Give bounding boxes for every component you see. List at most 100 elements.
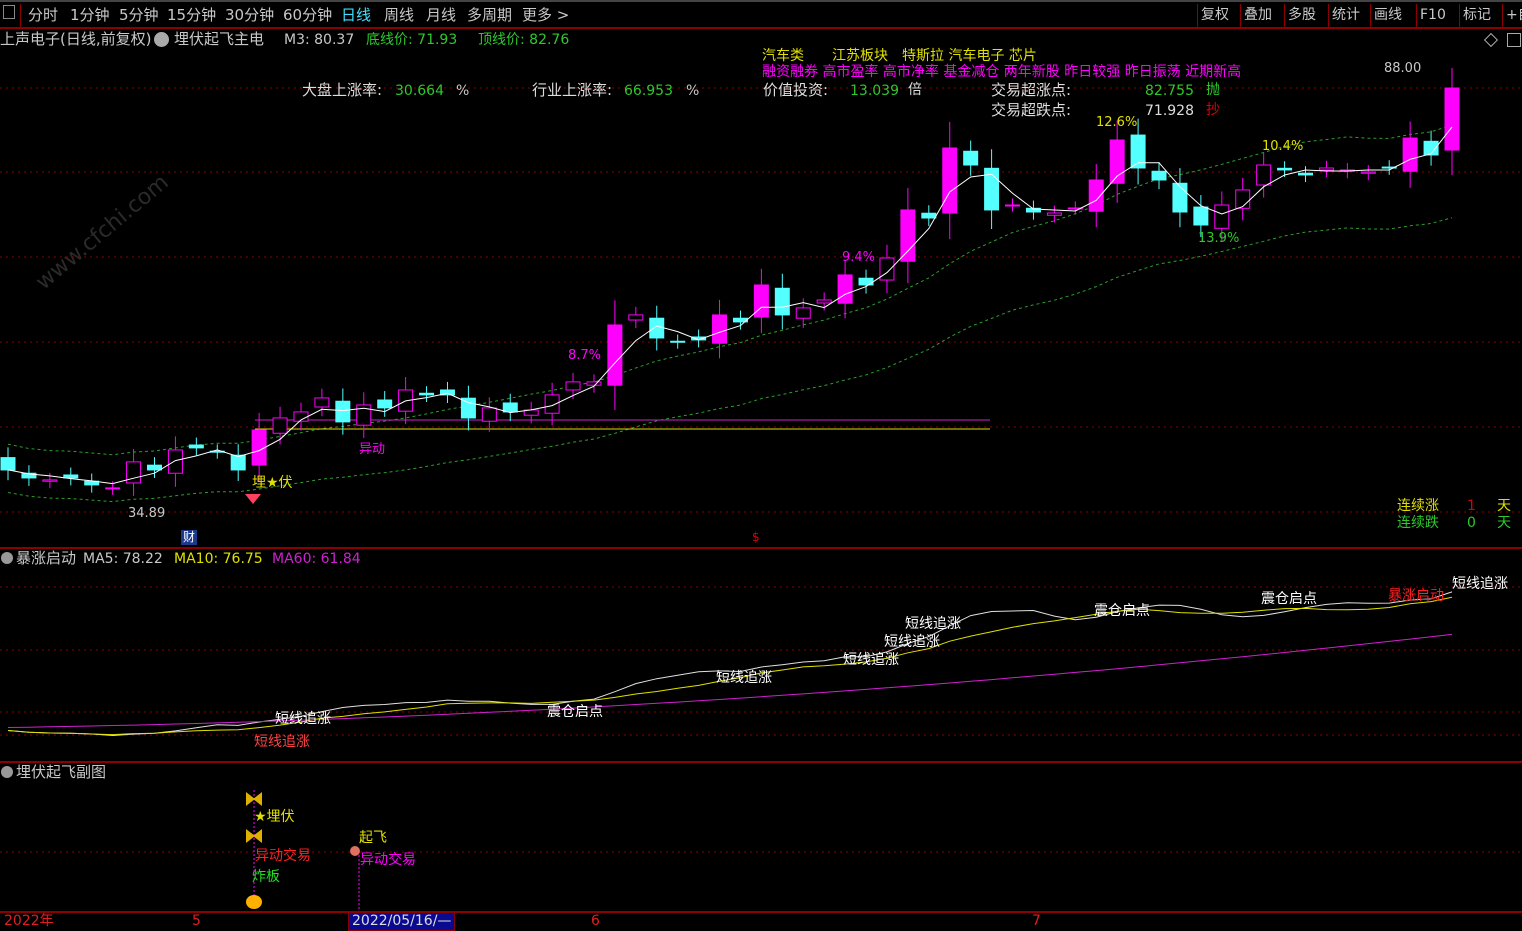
candle-up <box>753 284 769 318</box>
candle-up <box>356 404 372 426</box>
signal-label: 震仓启点 <box>1261 591 1317 607</box>
over-fall-label: 交易超跌点: <box>991 101 1072 119</box>
panel-toggle-icon[interactable] <box>1507 33 1521 47</box>
axis-label: 5 <box>192 913 201 929</box>
panel2-name[interactable]: 暴涨启动 <box>16 549 77 567</box>
toolbar-button[interactable]: F10 <box>1416 4 1449 29</box>
candle-up <box>900 209 916 262</box>
chevron-down-icon[interactable] <box>1 766 13 778</box>
streak-up-label: 连续涨 <box>1397 498 1439 514</box>
toolbar-button[interactable]: 画线 <box>1370 4 1405 29</box>
candle-down <box>670 340 686 343</box>
signal-label: 短线追涨 <box>1452 576 1508 592</box>
tab-period[interactable]: 30分钟 <box>225 6 275 24</box>
sidebar-toggle-icon[interactable] <box>3 5 15 19</box>
panel-divider[interactable] <box>0 761 1522 763</box>
over-rise-label: 交易超涨点: <box>991 81 1072 99</box>
candle-up <box>628 314 644 321</box>
candle-down <box>1298 172 1314 176</box>
ma60-line <box>7 633 1453 728</box>
candle-down <box>984 167 1000 211</box>
yidong-marker: 异动 <box>359 442 386 457</box>
indicator-dropdown-icon[interactable] <box>154 32 169 47</box>
candle-down <box>963 150 979 166</box>
toolbar-button[interactable]: 复权 <box>1197 4 1232 29</box>
cursor-date: 2022/05/16/— <box>348 912 456 931</box>
tab-period[interactable]: 15分钟 <box>167 6 217 24</box>
candle-up <box>1067 207 1083 210</box>
feature-tags: 融资融券 高市盈率 高市净率 基金减仓 两年新股 昨日较强 昨日振荡 近期新高 <box>762 64 1242 80</box>
candle-up <box>314 397 330 408</box>
divider <box>20 4 21 29</box>
pct: % <box>686 83 700 99</box>
industry-rise-value: 66.953 <box>624 83 673 99</box>
tab-period[interactable]: 日线 <box>341 6 372 24</box>
candle-up <box>105 487 121 490</box>
value-label: 价值投资: <box>763 81 829 99</box>
signal-label: 短线追涨 <box>254 734 310 750</box>
panel-divider[interactable] <box>0 547 1522 549</box>
signal-label: 短线追涨 <box>905 616 961 632</box>
candle-up <box>879 257 895 281</box>
candle-up <box>712 314 728 344</box>
candle-down <box>0 457 16 471</box>
streak-up-value: 1 <box>1467 498 1476 514</box>
low-price-label: 34.89 <box>128 506 166 521</box>
tab-period[interactable]: 月线 <box>426 6 457 24</box>
market-rise-value: 30.664 <box>395 83 444 99</box>
main-indicator-name[interactable]: 埋伏起飞主电 <box>174 30 265 48</box>
toolbar-button[interactable]: 叠加 <box>1240 4 1275 29</box>
period-toolbar: 分时 1分钟 5分钟 15分钟 30分钟 60分钟 日线 周线 月线 多周期 更多 > 复权 叠加 多股… <box>0 0 1522 29</box>
bottom-price: 底线价: 71.93 <box>366 32 458 48</box>
industry-rise-label: 行业上涨率: <box>532 81 613 99</box>
tab-period[interactable]: 多周期 <box>467 6 513 24</box>
candle-down <box>502 402 518 413</box>
toolbar-button[interactable]: 统计 <box>1328 4 1363 29</box>
ball-icon <box>350 846 360 856</box>
candle-down <box>1130 134 1146 169</box>
yidong-signal: 异动交易 <box>255 848 311 864</box>
candle-up <box>1235 189 1251 209</box>
signal-label: 震仓启点 <box>547 704 603 720</box>
tab-period[interactable]: 更多 > <box>522 6 570 24</box>
candle-up <box>1214 204 1230 229</box>
chevron-down-icon[interactable] <box>1 552 13 564</box>
tab-period[interactable]: 60分钟 <box>283 6 333 24</box>
candle-up <box>1402 137 1418 172</box>
candle-down <box>858 277 874 286</box>
signal-label: 短线追涨 <box>716 670 772 686</box>
signal-label: 震仓启点 <box>1094 603 1150 619</box>
tab-period[interactable]: 分时 <box>28 6 59 24</box>
pct-label: 8.7% <box>568 348 602 363</box>
tab-period[interactable]: 5分钟 <box>119 6 159 24</box>
top-price: 顶线价: 82.76 <box>478 32 570 48</box>
candle-up <box>272 417 288 434</box>
panel3-name[interactable]: 埋伏起飞副图 <box>16 763 107 781</box>
finance-marker[interactable]: 财 <box>181 530 198 545</box>
candle-down <box>439 389 455 396</box>
candle-up <box>167 449 183 474</box>
candle-down <box>1277 167 1293 171</box>
pct: % <box>456 83 470 99</box>
maifu-signal: ★埋伏 <box>254 809 295 825</box>
candle-up <box>481 407 497 422</box>
candle-down <box>335 400 351 423</box>
candle-down <box>188 444 204 449</box>
candle-up <box>586 381 602 386</box>
tab-period[interactable]: 周线 <box>384 6 415 24</box>
candle-down <box>1193 206 1209 226</box>
ma10-line <box>7 596 1453 736</box>
dollar-marker[interactable]: $ <box>752 530 760 544</box>
candle-up <box>607 324 623 386</box>
pct-label: 12.6% <box>1096 115 1138 130</box>
ma5-line <box>7 591 1453 737</box>
toolbar-button[interactable]: +自 <box>1502 4 1522 29</box>
toolbar-button[interactable]: 多股 <box>1284 4 1319 29</box>
ma10-value: MA10: 76.75 <box>174 551 263 567</box>
tab-period[interactable]: 1分钟 <box>70 6 110 24</box>
candle-up <box>1088 179 1104 212</box>
toolbar-button[interactable]: 标记 <box>1459 4 1494 29</box>
candle-up <box>1444 87 1460 151</box>
butterfly-icon <box>246 792 262 806</box>
